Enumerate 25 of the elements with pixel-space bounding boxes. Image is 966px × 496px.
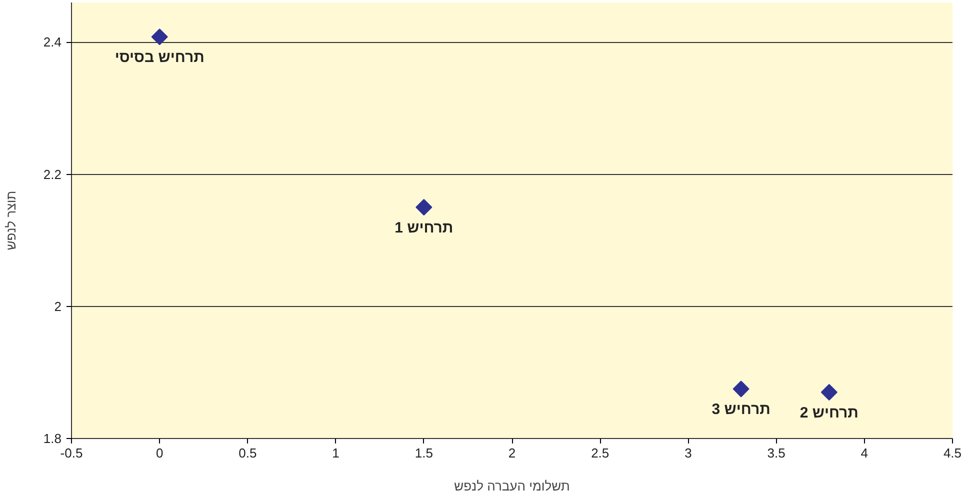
x-tick-label: 4 xyxy=(860,446,868,460)
y-axis-title: תוצר לנפש xyxy=(3,190,18,250)
annotation: תרחיש 2 xyxy=(800,404,858,422)
x-tick-label: 4.5 xyxy=(943,446,962,460)
x-tick-label: 3.5 xyxy=(767,446,786,460)
y-tick-label: 2.4 xyxy=(43,34,62,50)
x-tick-label: 3 xyxy=(684,446,692,460)
x-tick-label: 2.5 xyxy=(591,446,610,460)
x-tick-label: 2 xyxy=(508,446,516,460)
x-tick-label: 1.5 xyxy=(414,446,433,460)
x-tick-label: -0.5 xyxy=(60,446,83,460)
y-tick-label: 2 xyxy=(54,298,62,314)
x-tick-label: 0 xyxy=(156,446,164,460)
x-tick-label: 0.5 xyxy=(238,446,257,460)
annotation: תרחיש בסיסי xyxy=(114,48,204,66)
annotation: תרחיש 3 xyxy=(712,400,770,418)
x-tick-label: 1 xyxy=(332,446,340,460)
x-axis-title: תשלומי העברה לנפש xyxy=(454,478,570,494)
y-tick-label: 2.2 xyxy=(43,166,62,182)
point xyxy=(151,28,168,46)
point xyxy=(820,384,838,401)
point xyxy=(732,380,750,398)
annotation: תרחיש 1 xyxy=(394,219,454,236)
point xyxy=(416,199,432,216)
y-tick-label: 1.8 xyxy=(43,431,62,446)
